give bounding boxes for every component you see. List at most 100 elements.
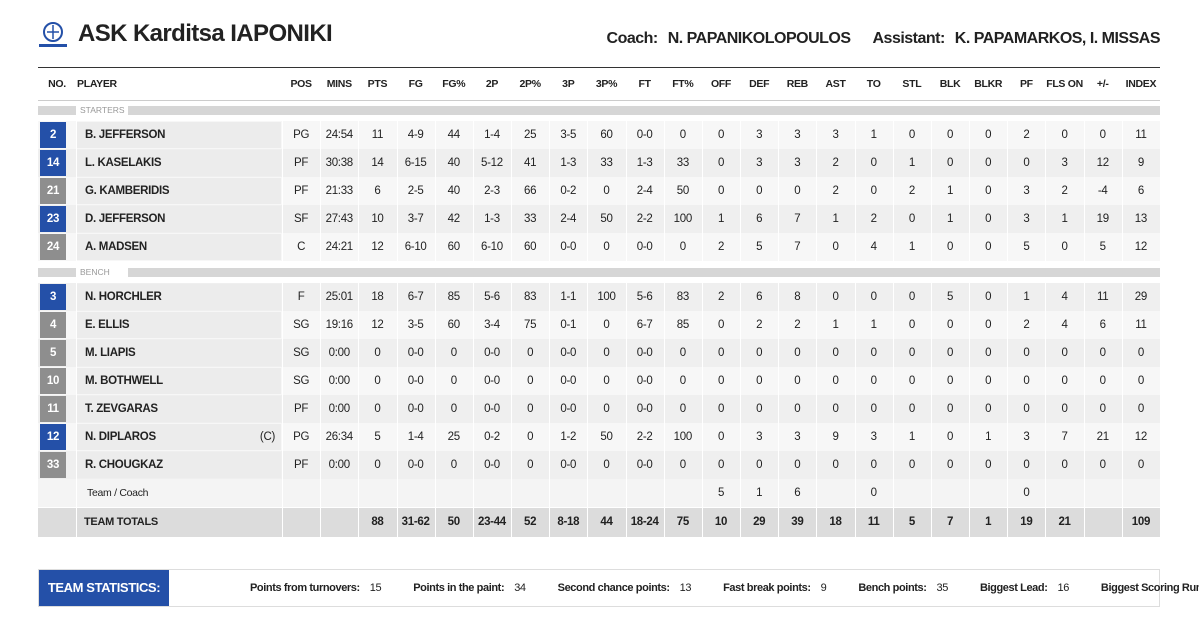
column-separator <box>282 205 283 233</box>
stat-cell: 1 <box>985 431 992 443</box>
stat-cell: 6 <box>1137 185 1144 197</box>
stat-cell: 60 <box>447 241 461 253</box>
column-separator <box>1083 367 1085 395</box>
stat-cell: 0 <box>679 129 686 141</box>
column-separator <box>1121 205 1123 233</box>
stat-cell: 0:00 <box>328 375 350 387</box>
column-separator <box>76 233 77 261</box>
stat-item: Points from turnovers: 15 <box>250 570 382 606</box>
stat-cell: 13 <box>1134 213 1148 225</box>
column-separator <box>1007 508 1009 537</box>
stat-cell: 0 <box>1061 403 1068 415</box>
column-separator <box>320 283 322 311</box>
column-separator <box>1083 311 1085 339</box>
stat-cell: 0 <box>756 185 763 197</box>
stat-cell: 5 <box>908 516 915 528</box>
stat-cell: 8 <box>794 291 801 303</box>
column-separator <box>1007 451 1009 479</box>
stat-cell: 31-62 <box>401 516 430 528</box>
stat-cell: 0 <box>374 459 381 471</box>
coach-label: Coach: <box>606 30 659 47</box>
column-separator <box>549 423 551 451</box>
column-separator <box>663 508 665 537</box>
stat-cell: 0 <box>527 375 534 387</box>
stat-cell: 6 <box>794 487 801 499</box>
column-separator <box>549 121 551 149</box>
column-separator <box>76 311 77 339</box>
column-separator <box>969 283 971 311</box>
column-separator <box>854 479 856 507</box>
column-separator <box>549 177 551 205</box>
stat-cell: 0 <box>450 375 457 387</box>
stat-cell: 2 <box>717 291 725 303</box>
stat-cell: 12 <box>1096 157 1110 169</box>
stat-cell: 2 <box>794 319 801 331</box>
stat-cell: 75 <box>676 516 690 528</box>
stat-cell: 18 <box>371 291 384 303</box>
column-separator <box>892 367 894 395</box>
stat-cell: 2 <box>717 241 725 253</box>
stat-cell: 3-5 <box>407 319 424 331</box>
column-separator <box>1045 121 1047 149</box>
column-separator <box>892 508 894 537</box>
stat-cell: 4 <box>1061 291 1068 303</box>
stat-cell: 0 <box>679 241 686 253</box>
column-separator <box>1045 311 1047 339</box>
column-separator <box>434 311 436 339</box>
stat-cell: 0 <box>1137 403 1144 415</box>
column-separator <box>511 479 513 507</box>
stat-cell: 2 <box>870 213 877 225</box>
player-cell-bg <box>77 424 281 450</box>
stat-cell: 0 <box>1061 375 1068 387</box>
stat-cell: 0 <box>1061 347 1068 359</box>
stat-cell: 0-0 <box>484 375 500 387</box>
column-separator <box>930 149 932 177</box>
column-separator <box>663 451 665 479</box>
stat-cell: 40 <box>447 157 461 169</box>
column-separator <box>930 121 932 149</box>
column-separator <box>1083 451 1085 479</box>
column-separator <box>1160 367 1161 395</box>
stat-cell: 2-5 <box>407 185 424 197</box>
stat-cell: 0 <box>717 319 725 331</box>
stat-label: Biggest Lead: <box>979 582 1048 594</box>
column-separator <box>892 479 894 507</box>
stat-label: Bench points: <box>858 582 927 594</box>
column-separator <box>1045 283 1047 311</box>
jersey-number: 5 <box>40 340 66 366</box>
column-separator <box>320 233 322 261</box>
column-separator <box>320 423 322 451</box>
column-separator <box>930 283 932 311</box>
column-separator <box>76 121 77 149</box>
column-separator <box>282 339 283 367</box>
stat-cell: 0 <box>450 403 457 415</box>
column-header: REB <box>786 78 809 90</box>
stat-cell: 2-3 <box>484 185 500 197</box>
column-separator <box>625 205 627 233</box>
jersey-number: 24 <box>40 234 66 260</box>
column-separator <box>969 205 971 233</box>
stat-cell: 0 <box>527 347 534 359</box>
stat-cell: 1 <box>1061 213 1068 225</box>
stat-cell: 0 <box>450 459 457 471</box>
column-separator <box>1160 205 1161 233</box>
player-name: E. ELLIS <box>85 319 130 331</box>
stat-cell: 0-0 <box>636 403 653 415</box>
stat-cell: 33 <box>600 157 613 169</box>
stat-item: Biggest Scoring Run:11 <box>1101 570 1199 606</box>
column-separator <box>701 479 703 507</box>
stat-cell: 1 <box>832 213 839 225</box>
stat-cell: 6-10 <box>481 241 503 253</box>
column-separator <box>472 121 474 149</box>
column-separator <box>282 311 283 339</box>
stat-cell: 5-12 <box>481 157 503 169</box>
stat-cell: 0 <box>679 403 686 415</box>
column-header: PF <box>1019 78 1033 90</box>
column-separator <box>892 283 894 311</box>
jersey-number: 12 <box>40 424 66 450</box>
jersey-number: 23 <box>40 206 66 232</box>
stat-cell: 33 <box>676 157 690 169</box>
column-separator <box>511 508 513 537</box>
column-separator <box>320 149 322 177</box>
